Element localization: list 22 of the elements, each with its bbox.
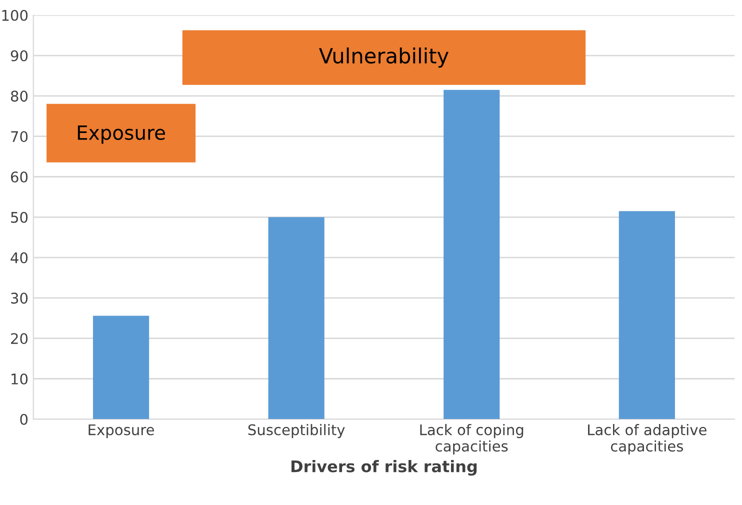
y-tick-label: 20 xyxy=(11,333,28,344)
y-tick-label: 50 xyxy=(11,212,28,223)
x-tick-label: Lack of coping capacities xyxy=(420,424,524,454)
annotation: Vulnerability xyxy=(319,47,449,68)
y-tick-label: 30 xyxy=(11,292,28,304)
y-tick-label: 80 xyxy=(10,90,28,102)
bar xyxy=(618,211,675,420)
annotation: Exposure xyxy=(78,126,166,144)
y-tick-label: 0 xyxy=(20,414,28,425)
y-tick-label: 10 xyxy=(12,373,28,384)
y-tick-label: 60 xyxy=(10,171,28,182)
x-tick-label: Susceptibility xyxy=(248,424,345,438)
x-tick-label: Lack of adaptive capacities xyxy=(588,424,706,454)
y-tick-label: 100 xyxy=(2,10,28,21)
y-tick-label: 90 xyxy=(10,50,28,62)
x-axis-title: Drivers of risk rating xyxy=(292,460,477,476)
x-tick-label: Exposure xyxy=(88,424,154,438)
bar xyxy=(92,316,150,420)
y-tick-label: 70 xyxy=(11,131,28,142)
y-tick-label: 40 xyxy=(10,252,28,264)
bar xyxy=(444,90,500,420)
bar xyxy=(268,217,324,420)
